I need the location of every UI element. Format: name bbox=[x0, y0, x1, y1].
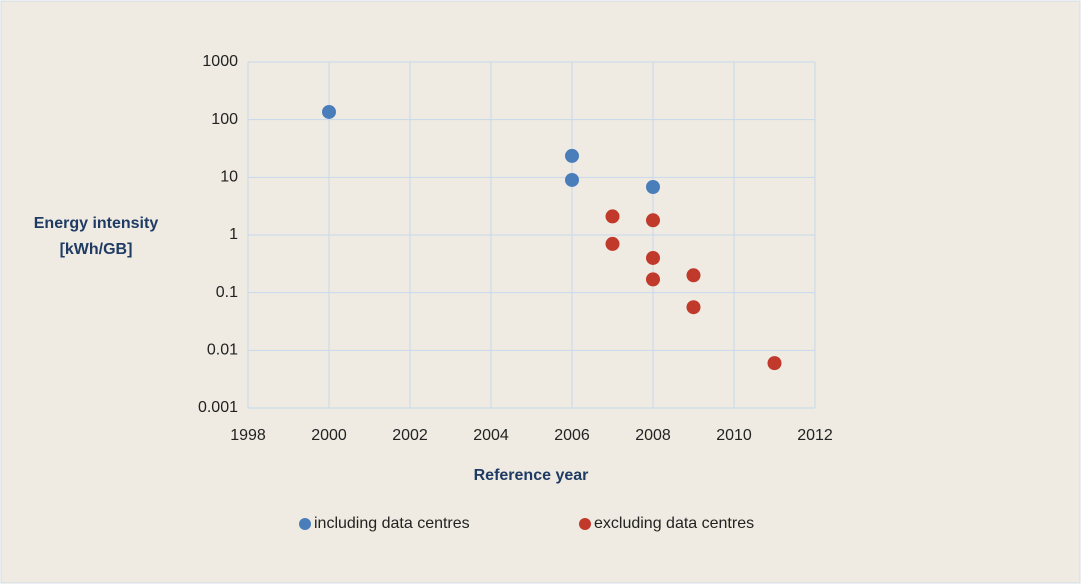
y-tick-label: 100 bbox=[211, 111, 238, 128]
point bbox=[565, 148, 579, 163]
point bbox=[565, 172, 579, 187]
x-tick-label: 2002 bbox=[392, 427, 428, 444]
legend-label: excluding data centres bbox=[594, 515, 754, 532]
x-tick-label: 2010 bbox=[716, 427, 752, 444]
point bbox=[605, 209, 620, 224]
point bbox=[646, 213, 660, 228]
x-tick-label: 1998 bbox=[230, 427, 266, 444]
y-tick-label: 10 bbox=[220, 169, 238, 186]
y-tick-label: 1000 bbox=[202, 53, 238, 70]
y-axis-label: Energy intensity bbox=[34, 215, 159, 232]
x-tick-label: 2004 bbox=[473, 427, 509, 444]
point bbox=[605, 236, 620, 251]
legend-marker bbox=[299, 518, 311, 530]
y-tick-label: 0.01 bbox=[207, 342, 238, 359]
x-tick-label: 2006 bbox=[554, 427, 590, 444]
x-tick-label: 2012 bbox=[797, 427, 833, 444]
y-tick-label: 0.001 bbox=[198, 399, 238, 416]
y-tick-label: 0.1 bbox=[216, 284, 238, 301]
y-tick-label: 1 bbox=[229, 226, 238, 243]
x-tick-label: 2008 bbox=[635, 427, 671, 444]
legend-label: including data centres bbox=[314, 515, 470, 532]
point bbox=[646, 250, 660, 265]
x-tick-label: 2000 bbox=[311, 427, 347, 444]
point bbox=[646, 179, 660, 194]
y-axis-label: [kWh/GB] bbox=[60, 241, 133, 258]
point bbox=[322, 104, 336, 119]
x-axis-label: Reference year bbox=[474, 467, 589, 484]
point bbox=[686, 268, 701, 283]
legend-marker bbox=[579, 518, 591, 530]
point bbox=[686, 300, 701, 315]
point bbox=[767, 356, 782, 371]
point bbox=[646, 272, 660, 287]
